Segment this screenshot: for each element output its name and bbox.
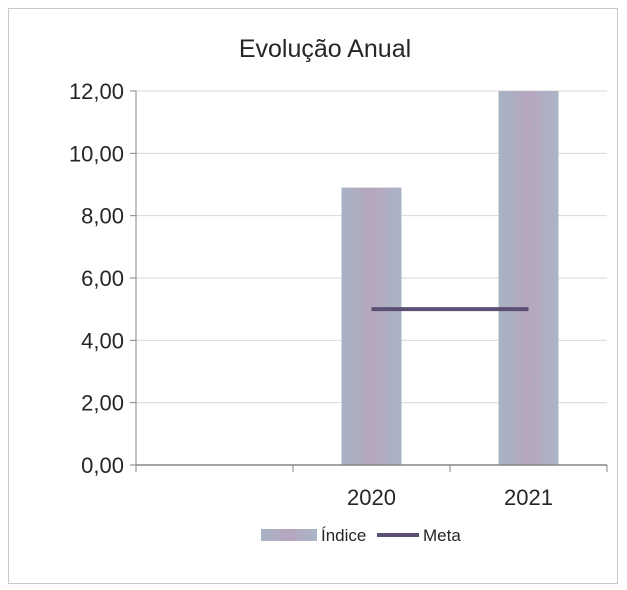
y-tick-label: 12,00 — [69, 79, 124, 104]
y-tick-label: 4,00 — [81, 328, 124, 353]
legend-label-indice: Índice — [321, 526, 366, 545]
y-tick-label: 6,00 — [81, 266, 124, 291]
y-tick-label: 8,00 — [81, 204, 124, 229]
chart-frame: Evolução Anual 0,00 2,00 4,00 6,00 8,00 10,00… — [8, 8, 618, 584]
chart-svg: Evolução Anual 0,00 2,00 4,00 6,00 8,00 10,00… — [69, 35, 608, 545]
x-tick-label: 2020 — [347, 485, 396, 510]
x-axis — [135, 91, 608, 472]
y-tick-label: 2,00 — [81, 391, 124, 416]
y-tick-label: 10,00 — [69, 141, 124, 166]
bar-2020 — [341, 187, 402, 465]
x-axis-tick-labels: 2020 2021 — [347, 485, 553, 510]
chart-title: Evolução Anual — [239, 35, 411, 63]
legend-label-meta: Meta — [423, 526, 461, 545]
y-axis-tick-labels: 0,00 2,00 4,00 6,00 8,00 10,00 12,00 — [69, 79, 124, 478]
bar-2021 — [498, 91, 559, 465]
legend-swatch-indice — [261, 529, 317, 541]
y-tick-label: 0,00 — [81, 453, 124, 478]
legend: Índice Meta — [261, 526, 461, 545]
bars — [341, 91, 559, 465]
x-tick-label: 2021 — [504, 485, 553, 510]
